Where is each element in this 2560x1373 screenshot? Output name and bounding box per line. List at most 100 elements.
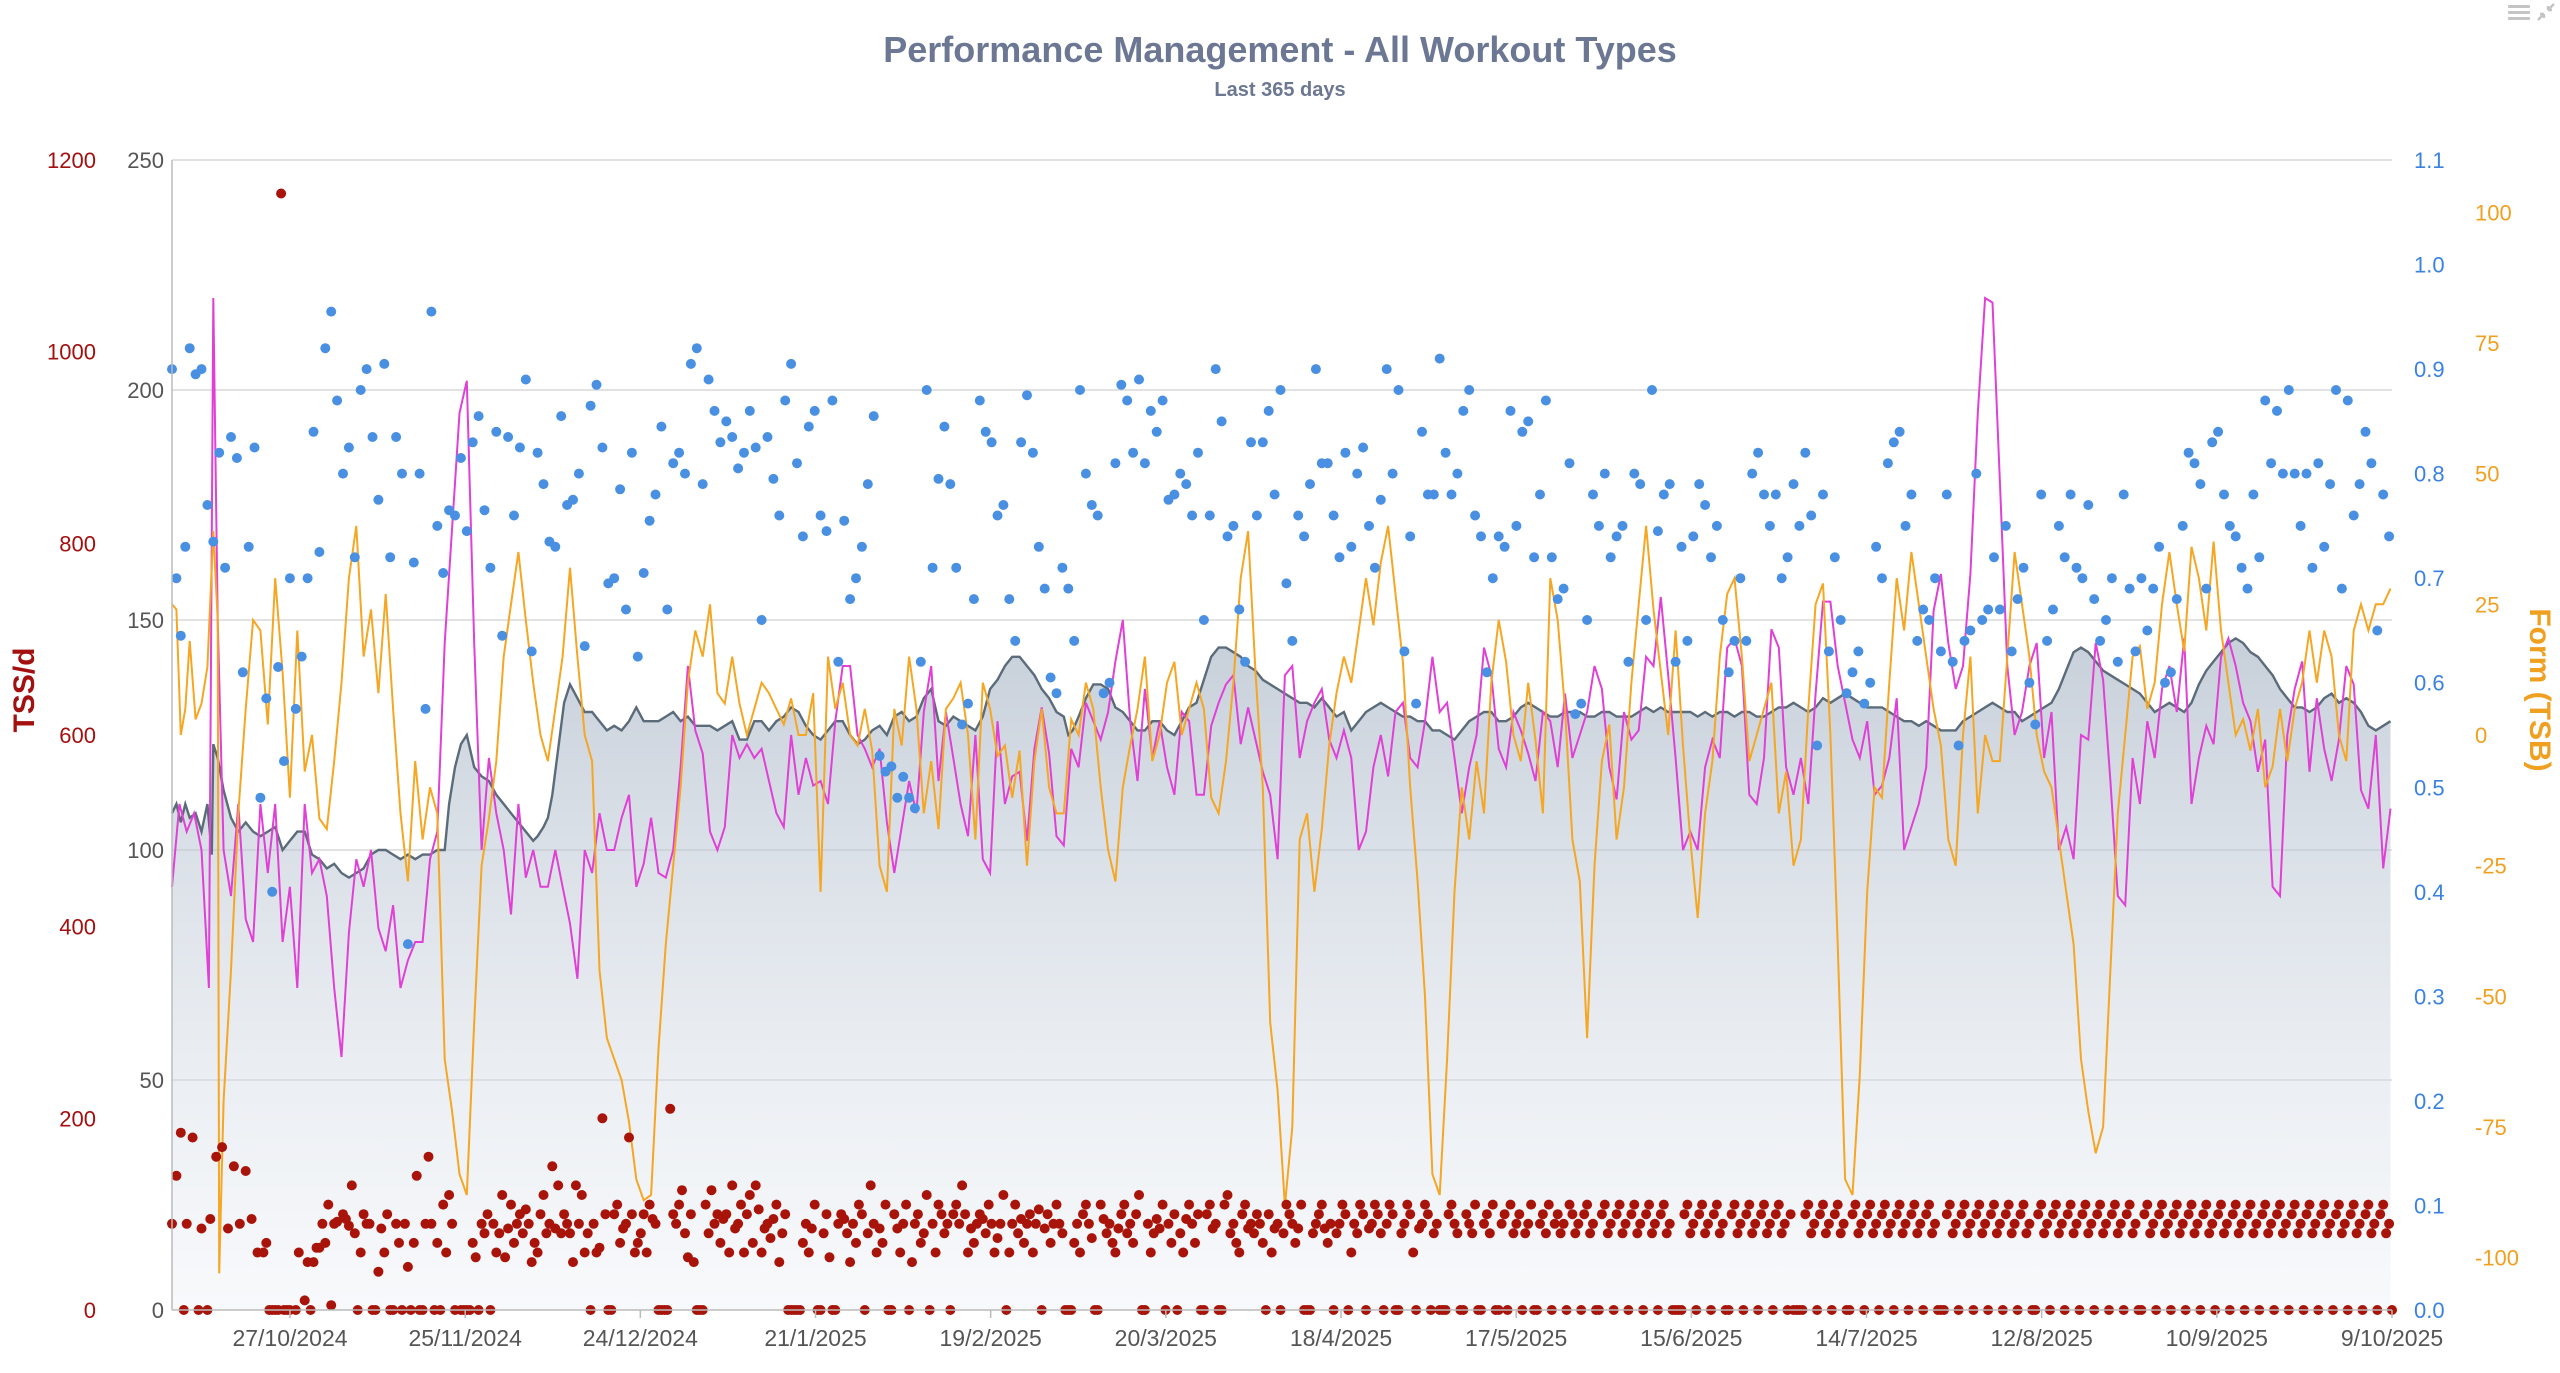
intensity-point xyxy=(2083,500,2094,510)
intensity-point xyxy=(1086,500,1097,510)
intensity-point xyxy=(874,750,885,761)
tss-point xyxy=(768,1214,779,1224)
intensity-point xyxy=(1263,405,1274,416)
tss-point xyxy=(1051,1199,1062,1210)
collapse-icon[interactable] xyxy=(2536,2,2556,22)
tss-point xyxy=(842,1228,853,1239)
intensity-point xyxy=(1853,646,1864,657)
tss-point xyxy=(1779,1218,1790,1229)
tss-point xyxy=(2245,1199,2256,1210)
tss-point xyxy=(721,1209,732,1220)
tss-point xyxy=(727,1180,738,1191)
intensity-point xyxy=(455,453,466,463)
tss-point xyxy=(358,1209,369,1220)
tss-point xyxy=(2289,1199,2300,1210)
intensity-point xyxy=(1788,479,1799,490)
hamburger-menu-icon[interactable] xyxy=(2508,2,2530,22)
intensity-point xyxy=(1700,500,1711,510)
intensity-point xyxy=(467,437,478,448)
tss-point xyxy=(963,1247,973,1258)
tss-point xyxy=(1027,1247,1038,1258)
intensity-point xyxy=(2042,635,2053,646)
intensity-point xyxy=(432,520,443,531)
tss-point xyxy=(379,1247,390,1258)
tss-point xyxy=(1045,1237,1056,1248)
tss-point xyxy=(1086,1233,1097,1244)
intensity-point xyxy=(1281,578,1292,589)
tss-point xyxy=(1549,1218,1560,1229)
intensity-tick-label: 1.0 xyxy=(2414,253,2445,278)
intensity-point xyxy=(1346,541,1357,552)
tss-point xyxy=(1620,1218,1631,1229)
intensity-point xyxy=(509,510,519,521)
tss-point xyxy=(376,1223,387,1234)
tss-point xyxy=(1178,1247,1189,1258)
intensity-point xyxy=(520,374,531,385)
tss-point xyxy=(706,1185,717,1196)
tss-point xyxy=(1579,1209,1590,1220)
tss-point xyxy=(1641,1209,1652,1220)
intensity-point xyxy=(1800,447,1811,458)
intensity-point xyxy=(1075,385,1085,395)
tss-point xyxy=(1700,1228,1711,1239)
intensity-point xyxy=(1364,520,1374,531)
intensity-point xyxy=(556,411,567,422)
load-tick-label: 100 xyxy=(127,838,164,863)
intensity-point xyxy=(1476,531,1486,542)
tss-point xyxy=(977,1214,988,1224)
tss-point xyxy=(2242,1209,2253,1220)
fatigue-line xyxy=(171,296,2392,1058)
tss-point xyxy=(1694,1209,1705,1220)
tss-point xyxy=(1219,1199,1230,1210)
intensity-point xyxy=(998,500,1009,510)
tss-point xyxy=(1508,1228,1519,1239)
tss-point xyxy=(346,1180,357,1191)
tss-point xyxy=(2319,1199,2330,1210)
tss-point xyxy=(2115,1218,2126,1229)
intensity-point xyxy=(709,405,720,416)
tss-point xyxy=(1057,1228,1068,1239)
tss-point xyxy=(1688,1218,1699,1229)
tss-point xyxy=(1664,1218,1675,1229)
tss-point xyxy=(2207,1218,2218,1229)
tss-point xyxy=(1030,1218,1041,1229)
intensity-point xyxy=(1328,510,1339,521)
intensity-point xyxy=(261,693,272,704)
tss-point xyxy=(1042,1209,1053,1220)
intensity-point xyxy=(279,756,289,767)
intensity-point xyxy=(915,656,926,667)
intensity-point xyxy=(408,557,419,568)
intensity-point xyxy=(1399,646,1410,657)
tss-point xyxy=(1231,1237,1242,1248)
tss-point xyxy=(2277,1228,2288,1239)
tss-point xyxy=(1941,1209,1952,1220)
intensity-point xyxy=(1747,468,1758,479)
tss-point xyxy=(299,1295,310,1306)
tss-point xyxy=(1629,1199,1640,1210)
intensity-point xyxy=(744,405,755,416)
tss-point xyxy=(228,1161,239,1172)
tss-point xyxy=(1083,1218,1094,1229)
tss-point xyxy=(756,1247,767,1258)
intensity-point xyxy=(2313,458,2324,469)
tss-point xyxy=(2021,1228,2032,1239)
tss-point xyxy=(2095,1199,2106,1210)
intensity-point xyxy=(1611,531,1622,542)
fitness-area xyxy=(172,638,2391,1310)
tss-point xyxy=(1234,1247,1245,1258)
intensity-point xyxy=(1847,667,1858,678)
intensity-point xyxy=(2289,468,2300,479)
tss-point xyxy=(1535,1218,1545,1229)
tss-point xyxy=(992,1233,1003,1244)
tss-point xyxy=(1402,1199,1413,1210)
intensity-point xyxy=(980,426,991,437)
intensity-point xyxy=(1016,437,1027,448)
intensity-point xyxy=(1499,541,1510,552)
tss-point xyxy=(1744,1199,1755,1210)
intensity-tick-label: 1.1 xyxy=(2414,148,2445,173)
tss-point xyxy=(871,1247,882,1258)
tss-point xyxy=(1991,1228,2002,1239)
tss-point xyxy=(933,1199,944,1210)
axes: 0501001502002500200400600800100012000.00… xyxy=(47,148,2519,1351)
tss-point xyxy=(1900,1218,1911,1229)
